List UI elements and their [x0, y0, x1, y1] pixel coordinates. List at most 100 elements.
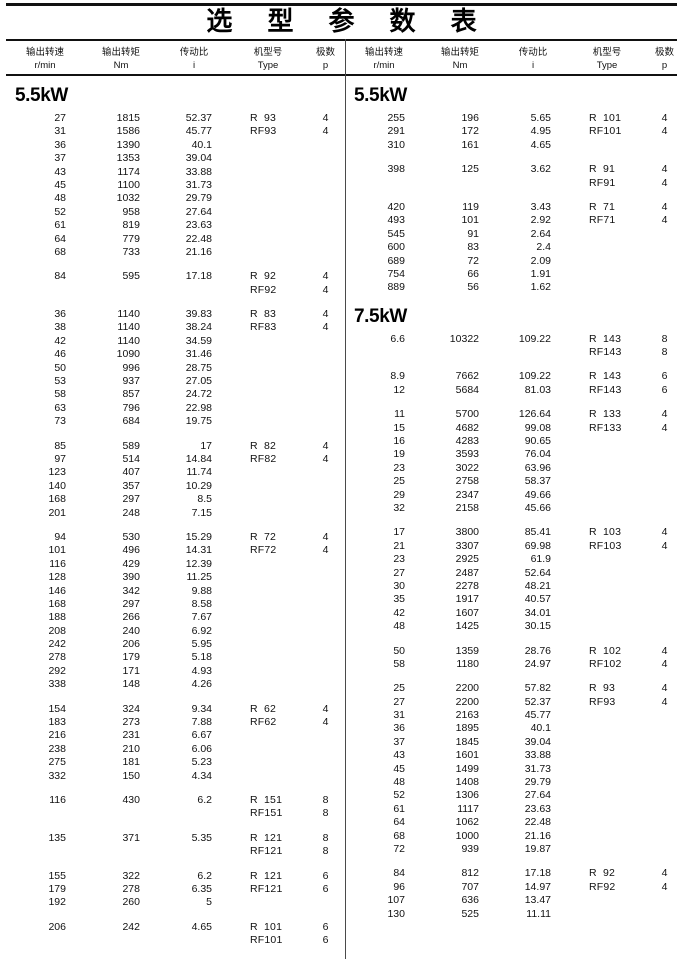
cell-output-torque: 3307	[455, 539, 479, 552]
model-group: 84 595 17.18 R 92 4 RF92 4	[6, 270, 345, 297]
cell-output-speed: 8.9	[390, 370, 405, 383]
header-type: 机型号 Type	[569, 41, 645, 74]
cell-output-torque: 5700	[455, 408, 479, 421]
table-row: 38 1140 38.24 RF83 4	[6, 321, 345, 334]
table-row: 201 248 7.15	[6, 507, 345, 520]
table-row: 889 56 1.62	[345, 281, 683, 294]
table-row: 140 357 10.29	[6, 480, 345, 493]
cell-output-torque: 937	[122, 375, 140, 388]
cell-output-speed: 11	[394, 408, 405, 421]
cell-output-speed: 154	[48, 702, 66, 715]
table-row: 63 796 22.98	[6, 402, 345, 415]
cell-output-torque: 390	[122, 571, 140, 584]
header-output-torque: 输出转矩 Nm	[84, 41, 158, 74]
table-row: 310 161 4.65	[345, 139, 683, 152]
table-row: 68 733 21.16	[6, 246, 345, 259]
cell-model-type: R 101	[589, 112, 622, 124]
cell-ratio: 27.05	[185, 375, 212, 388]
cell-ratio: 28.76	[524, 644, 551, 657]
cell-output-speed: 238	[48, 742, 66, 755]
cell-poles: 4	[322, 544, 329, 557]
header-type-cn: 机型号	[253, 46, 283, 58]
table-row: 600 83 2.4	[345, 241, 683, 254]
cell-output-torque: 1140	[117, 334, 140, 347]
cell-output-speed: 493	[387, 214, 405, 227]
table-row: 48 1408 29.79	[345, 776, 683, 789]
table-row: 128 390 11.25	[6, 571, 345, 584]
cell-output-speed: 16	[393, 435, 405, 448]
cell-output-speed: 25	[393, 475, 405, 488]
cell-output-speed: 31	[393, 709, 405, 722]
table-row: RF91 4	[345, 177, 683, 190]
cell-ratio: 21.16	[524, 829, 551, 842]
cell-output-speed: 116	[49, 557, 66, 570]
cell-output-speed: 36	[393, 722, 405, 735]
table-row: 23 2925 61.9	[345, 553, 683, 566]
cell-output-torque: 819	[122, 219, 140, 232]
cell-poles: 4	[661, 880, 668, 893]
table-row: 37 1353 39.04	[6, 152, 345, 165]
header-output-torque-unit: Nm	[113, 59, 129, 71]
cell-ratio: 24.72	[185, 388, 212, 401]
cell-output-speed: 48	[393, 776, 405, 789]
cell-ratio: 49.66	[524, 488, 551, 501]
cell-output-speed: 310	[387, 138, 405, 151]
cell-ratio: 40.1	[191, 138, 212, 151]
header-output-speed: 输出转速 r/min	[345, 41, 423, 74]
cell-poles: 6	[322, 934, 329, 947]
cell-output-speed: 58	[54, 388, 66, 401]
cell-ratio: 28.75	[185, 361, 212, 374]
model-group: 25 2200 57.82 R 93 4 27 2200 52.37 RF93 4 31 2163 45…	[345, 682, 683, 856]
cell-output-torque: 1353	[116, 152, 140, 165]
model-group: 116 430 6.2 R 151 8 RF151 8	[6, 794, 345, 821]
cell-ratio: 30.15	[524, 620, 551, 633]
cell-ratio: 12.39	[185, 557, 212, 570]
cell-output-torque: 1000	[455, 829, 479, 842]
cell-poles: 6	[661, 383, 668, 396]
cell-output-torque: 958	[122, 205, 140, 218]
cell-output-torque: 1895	[455, 722, 479, 735]
header-ratio-unit: i	[192, 59, 196, 71]
table-row: 27 2200 52.37 RF93 4	[345, 696, 683, 709]
cell-output-torque: 1140	[117, 321, 140, 334]
cell-model-type: R 71	[589, 200, 616, 213]
table-row: 275 181 5.23	[6, 756, 345, 769]
table-row: 116 429 12.39	[6, 558, 345, 571]
cell-ratio: 14.31	[185, 544, 212, 557]
cell-output-torque: 2758	[455, 475, 479, 488]
cell-output-speed: 19	[393, 448, 405, 461]
cell-ratio: 33.88	[185, 165, 212, 178]
cell-model-type: RF72	[250, 544, 277, 557]
header-output-speed-unit: r/min	[34, 59, 56, 71]
table-row: 206 242 4.65 R 101 6	[6, 921, 345, 934]
table-row: 27 1815 52.37 R 93 4	[6, 112, 345, 125]
cell-output-speed: 36	[54, 308, 66, 321]
cell-output-torque: 939	[461, 842, 479, 855]
table-row: RF151 8	[6, 807, 345, 820]
cell-output-torque: 407	[122, 466, 140, 479]
cell-output-speed: 53	[54, 375, 66, 388]
header-ratio: 传动比 i	[497, 41, 569, 74]
cell-ratio: 5.65	[530, 112, 551, 124]
cell-ratio: 126.64	[518, 408, 551, 421]
cell-output-speed: 52	[393, 789, 405, 802]
cell-model-type: R 82	[250, 439, 277, 452]
cell-poles: 4	[661, 421, 668, 434]
cell-ratio: 22.98	[185, 401, 212, 414]
cell-output-speed: 38	[54, 321, 66, 334]
model-group: 8.9 7662 109.22 R 143 6 12 5684 81.03 RF143 6	[345, 370, 683, 397]
cell-ratio: 11.25	[186, 571, 213, 584]
cell-ratio: 21.16	[185, 245, 212, 258]
table-row: 43 1601 33.88	[345, 749, 683, 762]
cell-ratio: 45.66	[524, 501, 551, 514]
cell-ratio: 2.64	[530, 227, 551, 240]
cell-output-speed: 338	[48, 678, 66, 691]
cell-output-torque: 3593	[455, 448, 479, 461]
table-row: 96 707 14.97 RF92 4	[345, 881, 683, 894]
cell-model-type: R 72	[250, 530, 277, 543]
cell-ratio: 11.11	[526, 907, 551, 920]
cell-output-speed: 30	[393, 579, 405, 592]
table-row: RF92 4	[6, 284, 345, 297]
cell-ratio: 23.63	[185, 219, 212, 232]
cell-output-torque: 779	[122, 232, 140, 245]
